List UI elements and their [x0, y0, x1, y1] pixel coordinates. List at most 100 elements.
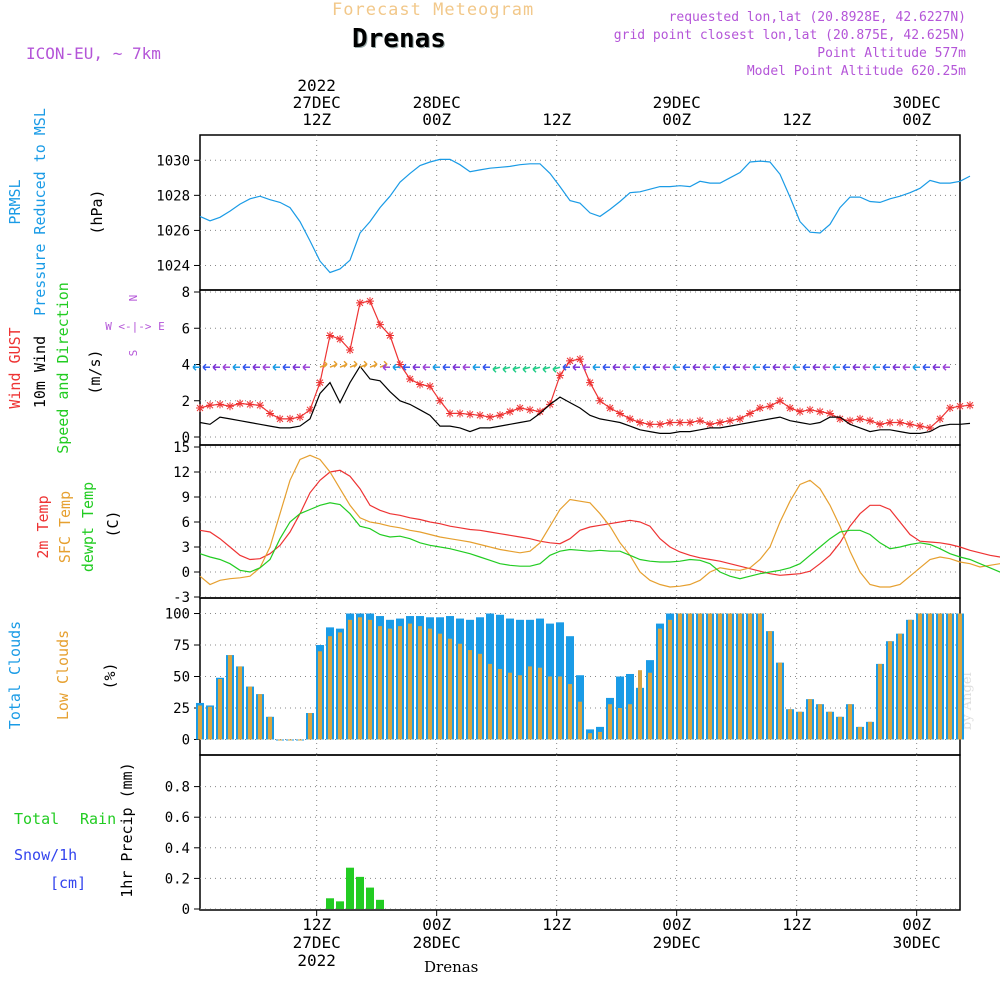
- low-clouds-bar: [838, 716, 842, 740]
- rain-bar: [336, 901, 344, 909]
- low-clouds-bar: [488, 663, 492, 740]
- gust-marker: [456, 409, 464, 418]
- top-time-label: 12Z: [302, 110, 331, 129]
- wind-arrow-head: [902, 363, 907, 371]
- low-clouds-bar: [298, 739, 302, 741]
- wind-arrow-head: [502, 365, 507, 373]
- low-clouds-bar: [938, 613, 942, 740]
- wind-direction-arrow: [442, 363, 450, 371]
- gust-marker: [306, 405, 314, 414]
- wind-arrow-head: [472, 363, 477, 371]
- low-clouds-bar: [528, 666, 532, 740]
- gust-marker: [836, 414, 844, 423]
- wind-arrow-head: [212, 363, 217, 371]
- gust-marker: [856, 414, 864, 423]
- wind-direction-arrow: [492, 365, 501, 373]
- low-clouds-bar: [768, 631, 772, 740]
- low-clouds-bar: [378, 626, 382, 740]
- low-clouds-bar: [318, 651, 322, 740]
- wind-direction-arrow: [692, 363, 700, 371]
- pressure-label-msl: Pressure Reduced to MSL: [31, 108, 49, 316]
- low-clouds-bar: [228, 655, 232, 740]
- gust-marker: [566, 356, 574, 365]
- wind-direction-arrow: [812, 363, 820, 371]
- low-clouds-bar: [458, 643, 462, 740]
- gust-marker: [726, 416, 734, 425]
- wind-direction-arrow: [402, 363, 410, 371]
- model-altitude: Model Point Altitude 620.25m: [746, 64, 966, 79]
- wind-arrow-head: [672, 363, 677, 371]
- top-time-label: 00Z: [662, 110, 691, 129]
- gust-marker: [356, 298, 364, 307]
- bottom-time-label: 28DEC: [413, 933, 461, 952]
- wind-direction-arrow: [832, 363, 840, 371]
- wind-arrow-head: [252, 363, 257, 371]
- top-time-label: 28DEC: [413, 93, 461, 112]
- wind-direction-arrow: [562, 363, 570, 371]
- gust-marker: [936, 414, 944, 423]
- wind-direction-arrow: [712, 363, 720, 371]
- temperature-y-tick-label: 6: [182, 515, 190, 531]
- wind-arrow-head: [532, 365, 537, 373]
- clouds-unit: (%): [101, 662, 119, 689]
- wind-direction-arrow: [702, 363, 710, 371]
- wind-arrow-head: [682, 363, 687, 371]
- wind-direction-arrow: [682, 363, 690, 371]
- wind-y-tick-label: 6: [182, 321, 190, 337]
- wind-direction-arrow: [772, 363, 780, 371]
- gust-marker: [906, 420, 914, 429]
- wind-direction-arrow: [912, 363, 920, 371]
- temperature-y-tick-label: 9: [182, 490, 190, 506]
- wind-arrow-head: [832, 363, 837, 371]
- precip-y-tick-label: 0.4: [165, 841, 190, 857]
- wind-direction-arrow: [852, 363, 860, 371]
- gust-marker: [286, 414, 294, 423]
- gust-marker: [326, 331, 334, 340]
- gust-marker: [866, 416, 874, 425]
- bottom-time-label: 00Z: [902, 915, 931, 934]
- precip-axis-label: 1hr Precip (mm): [118, 762, 136, 897]
- gust-marker: [706, 420, 714, 429]
- low-clouds-bar: [448, 638, 452, 740]
- wind-arrow-head: [222, 363, 227, 371]
- low-clouds-bar: [478, 653, 482, 740]
- clouds-y-tick-label: 50: [173, 670, 190, 686]
- low-clouds-bar: [728, 613, 732, 740]
- low-clouds-bar: [808, 699, 812, 740]
- pressure-y-tick-label: 1026: [156, 223, 190, 239]
- wind-direction-arrow: [732, 363, 740, 371]
- wind-direction-arrow: [822, 363, 830, 371]
- rain-bar: [326, 898, 334, 909]
- gust-marker: [686, 418, 694, 427]
- top-time-label: 00Z: [422, 110, 451, 129]
- wind-direction-arrow: [222, 363, 230, 371]
- low-clouds-bar: [818, 704, 822, 740]
- wind-direction-arrow: [232, 363, 240, 371]
- low-clouds-bar: [208, 706, 212, 740]
- wind-direction-arrow: [422, 363, 430, 371]
- low-clouds-bar: [918, 613, 922, 740]
- point-altitude: Point Altitude 577m: [817, 46, 966, 61]
- wind-arrow-head: [363, 360, 368, 368]
- wind-gust-label: Wind GUST: [6, 327, 24, 408]
- wind-direction-arrow: [612, 363, 620, 371]
- wind-arrow-head: [373, 360, 378, 368]
- wind-arrow-head: [932, 363, 937, 371]
- wind-direction-arrow: [602, 363, 610, 371]
- low-clouds-bar: [338, 632, 342, 740]
- wind-arrow-head: [572, 363, 577, 371]
- gust-marker: [486, 413, 494, 422]
- low-clouds-bar: [958, 613, 962, 740]
- wind-arrow-head: [662, 363, 667, 371]
- pressure-unit: (hPa): [88, 189, 106, 234]
- bottom-time-label: 27DEC: [293, 933, 341, 952]
- gust-marker: [656, 420, 664, 429]
- wind-arrow-head: [592, 363, 597, 371]
- low-clouds-bar: [538, 667, 542, 740]
- temp-unit: (C): [104, 510, 122, 537]
- gust-marker: [536, 407, 544, 416]
- precip-frame: [199, 754, 961, 911]
- wind-arrow-head: [462, 363, 467, 371]
- wind-direction-arrow: [192, 363, 200, 371]
